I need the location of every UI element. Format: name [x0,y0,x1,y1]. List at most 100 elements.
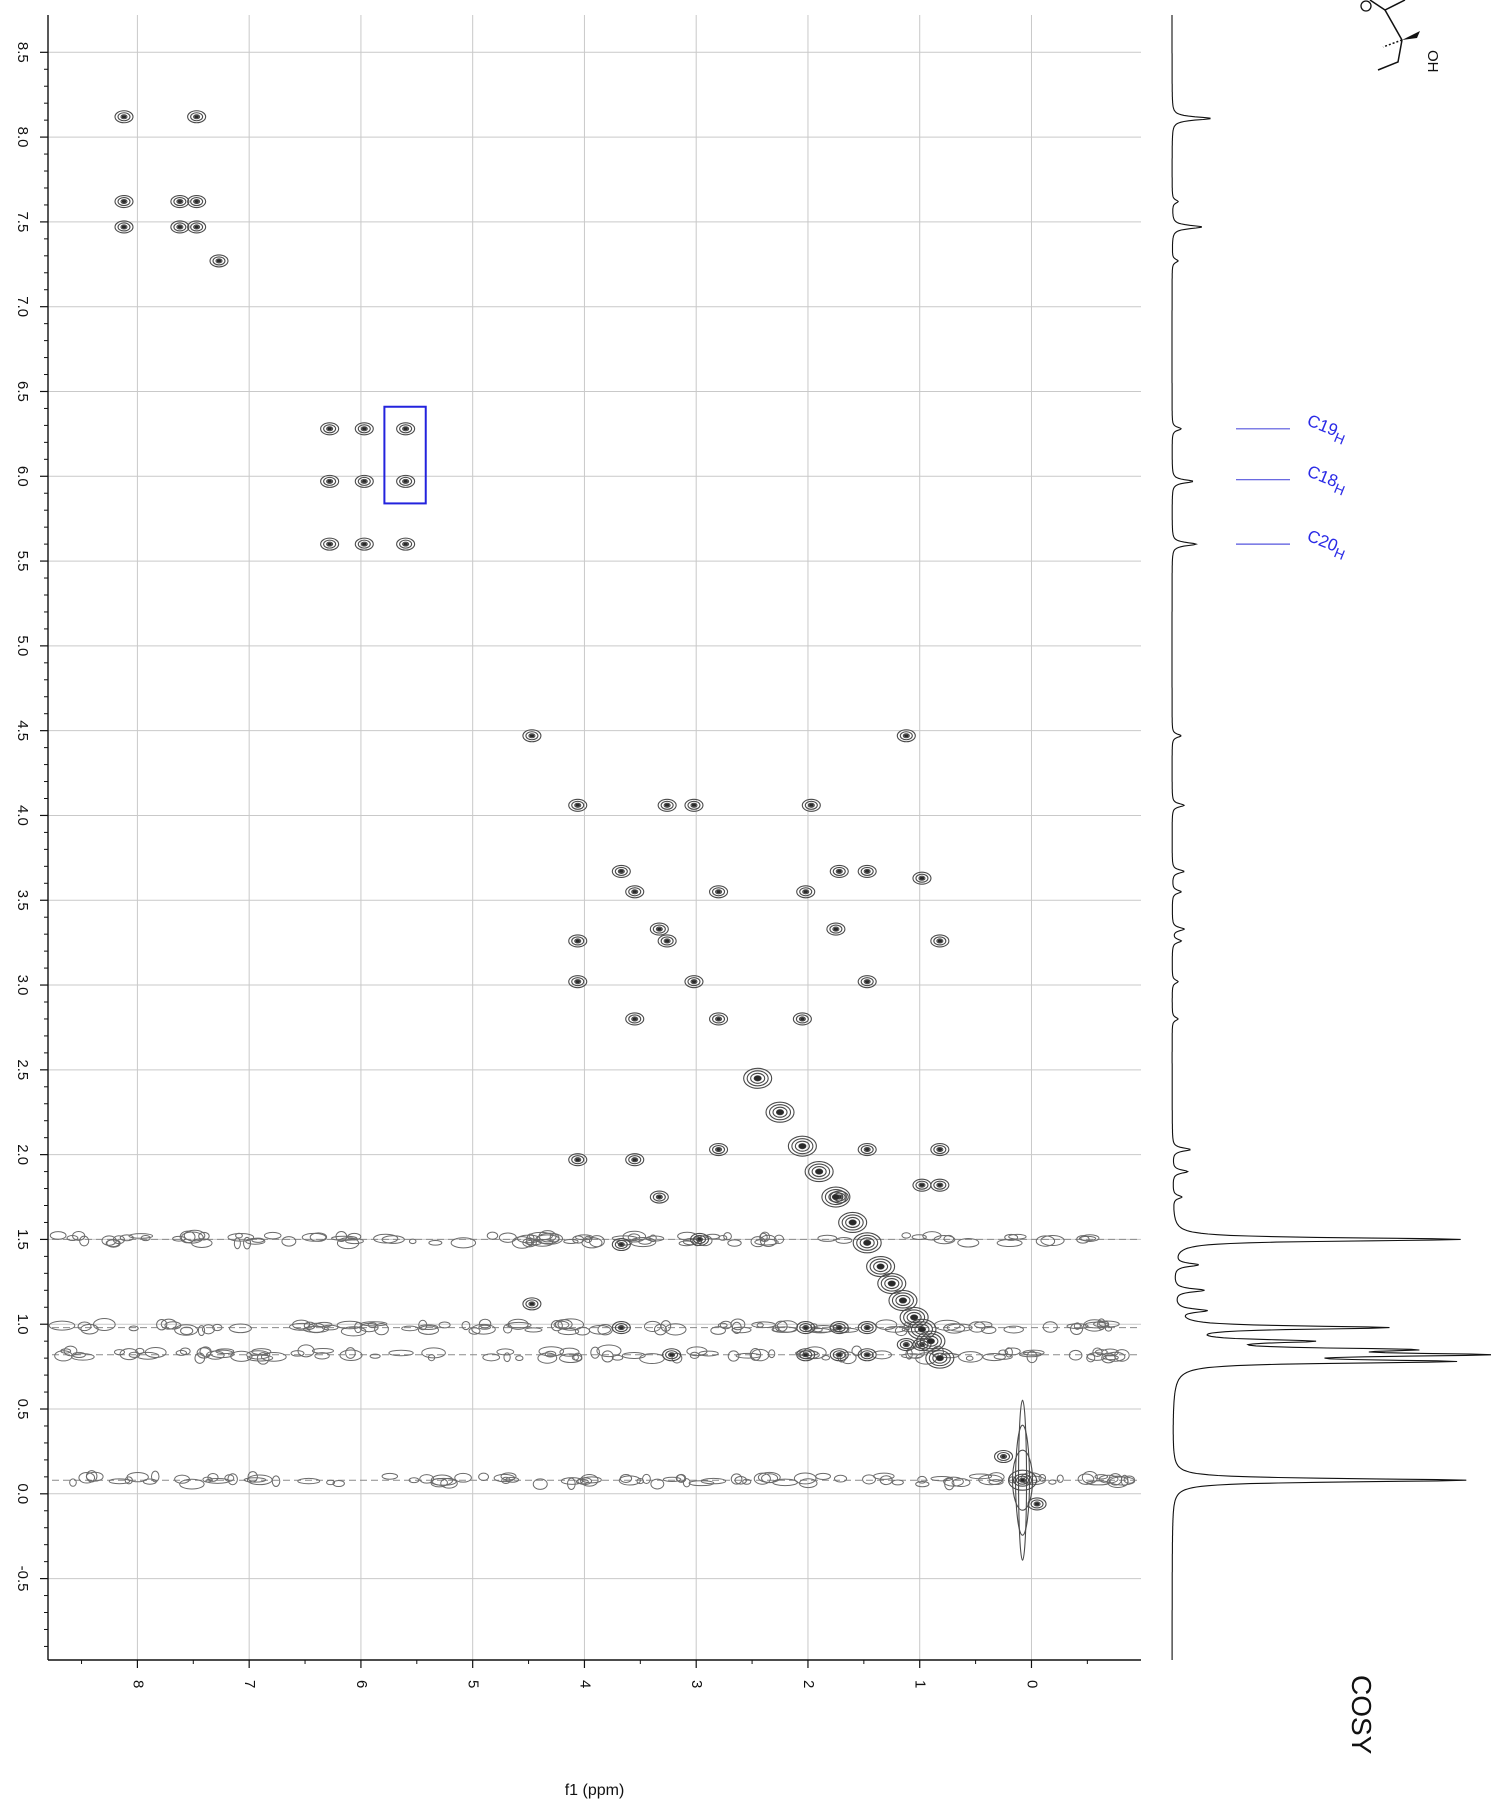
peak-contour [743,1067,773,1089]
x-tick-label: 5 [465,1680,482,1688]
noise-contour [1003,1325,1024,1334]
cross-peak [907,1318,937,1340]
noise-contour [922,1231,942,1241]
peak-contour [399,476,413,486]
noise-contour [233,1237,241,1250]
noise-contour [297,1477,321,1485]
peak-core [888,1281,896,1287]
peak-contour [794,1140,810,1152]
x-tick-label: 7 [241,1680,258,1688]
peak-core [327,479,332,483]
noise-contour [112,1235,125,1245]
peak-contour [866,1256,896,1278]
noise-contour [251,1348,272,1356]
peak-contour [915,873,929,883]
peak-contour [631,1157,639,1163]
peak-contour [860,1350,874,1360]
noise-contour [723,1232,732,1241]
noise-contour [730,1473,743,1485]
peak-contour [574,979,582,985]
peak-contour [936,1182,944,1188]
noise-contour [901,1353,923,1359]
peak-contour [932,1352,948,1364]
peak-contour [796,885,816,899]
noise-contour [930,1475,954,1482]
peak-contour [522,1297,542,1311]
noise-contour [339,1349,363,1361]
peak-contour [631,889,639,895]
noise-contour [417,1325,440,1335]
peak-contour [611,1237,631,1252]
x-tick-label: 2 [800,1680,817,1688]
noise-contour [875,1319,898,1330]
peak-contour [906,1311,922,1323]
peak-contour [326,478,334,484]
cross-peak [826,922,846,936]
cross-peak [170,194,190,209]
y-tick-label: 8.5 [14,42,31,63]
peak-contour [709,1012,729,1026]
peak-contour [915,1180,929,1190]
peak-contour [574,1157,582,1163]
noise-contour [735,1352,762,1359]
noise-contour [557,1327,580,1336]
y-tick-label: 4.0 [14,805,31,826]
noise-contour [682,1478,691,1488]
peak-core [327,542,332,546]
y-tick-label: 8.0 [14,127,31,148]
peak-contour [1033,1501,1041,1507]
peak-contour [625,1012,645,1026]
noise-contour [347,1232,362,1241]
cross-peak [796,885,816,899]
peak-contour [525,1299,539,1309]
noise-contour [212,1323,223,1332]
cross-peak [568,975,588,989]
peak-contour [663,802,671,808]
peak-core [863,1240,871,1246]
peak-contour [649,1190,669,1204]
x-axis-title: f1 (ppm) [565,1782,625,1799]
peak-core [864,1148,870,1152]
y-tick-label: 2.0 [14,1144,31,1165]
cross-peak [396,537,416,551]
peak-core [575,980,580,984]
noise-contour [833,1474,848,1483]
peak-core [403,479,408,483]
peak-contour [1012,1473,1033,1487]
peak-core [803,890,808,894]
cross-peak [320,422,340,436]
noise-contour [993,1353,1013,1360]
assignment: C19H [1236,411,1347,448]
noise-contour [72,1351,86,1359]
peak-core [194,225,199,229]
noise-contour [580,1473,599,1487]
peak-contour [798,1016,806,1022]
hydroxyl-label: OH [1424,50,1441,73]
peak-core [716,890,721,894]
noise-contour [1098,1320,1110,1327]
y-tick-label: -0.5 [14,1566,31,1592]
cross-peak [657,798,677,812]
peak-core [216,259,222,263]
noise-contour [636,1477,644,1485]
peak-contour [857,864,877,878]
noise-contour [1056,1474,1064,1483]
noise-contour [515,1355,524,1362]
cross-peak [684,798,704,812]
noise-contour [710,1326,726,1335]
noise-contour [911,1234,927,1240]
noise-contour [92,1318,116,1331]
peak-core [121,115,127,119]
peak-contour [354,422,374,436]
noise-contour [246,1350,271,1360]
noise-contour [1104,1325,1113,1332]
noise-contour [301,1232,327,1242]
noise-contour [174,1324,199,1336]
peak-contour [912,871,932,885]
noise-contour [524,1327,543,1333]
cross-peak [877,1272,907,1295]
noise-contour [645,1235,665,1242]
peak-contour [933,1144,947,1155]
y-tick-label: 3.0 [14,975,31,996]
